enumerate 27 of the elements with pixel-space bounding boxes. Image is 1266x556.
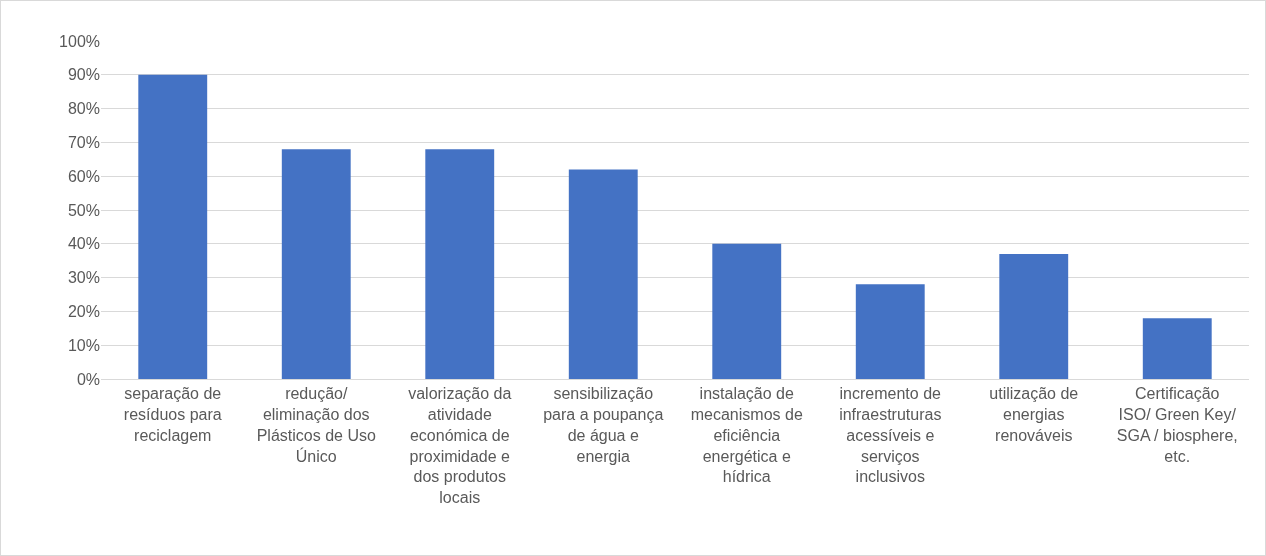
x-tick-label: incremento de infraestruturas acessíveis e serviços inclusivos (839, 385, 942, 486)
x-tick-label: valorização da atividade económica de proximidade e dos produtos locais (408, 385, 512, 507)
bar (712, 243, 782, 379)
y-tick-label: 100% (59, 32, 100, 50)
x-tick-label: redução/ eliminação dos Plásticos de Uso Único (256, 385, 376, 465)
bar (855, 284, 925, 379)
y-tick-label: 50% (67, 201, 100, 219)
x-tick-label: utilização de energias renováveis (989, 385, 1079, 444)
bar (281, 149, 351, 379)
bar (568, 169, 638, 379)
y-tick-label: 30% (67, 269, 100, 287)
bar (138, 74, 208, 379)
y-tick-label: 70% (67, 134, 100, 151)
y-tick-label: 60% (67, 167, 100, 185)
x-tick-label: sensibilização para a poupança de água e energia (543, 385, 664, 465)
bar (425, 149, 495, 379)
y-tick-label: 20% (67, 303, 100, 320)
y-tick-label: 0% (76, 370, 100, 388)
x-tick-label: instalação de mecanismos de eficiência energética e hídrica (690, 385, 803, 486)
y-tick-label: 90% (67, 66, 100, 84)
y-tick-label: 80% (67, 100, 100, 118)
bar (1142, 318, 1212, 379)
bar (999, 253, 1069, 379)
y-tick-label: 40% (67, 235, 100, 253)
x-tick-label: separação de resíduos para reciclagem (123, 385, 222, 444)
x-tick-label: Certificação ISO/ Green Key/ SGA / biosphere, etc. (1116, 385, 1238, 465)
y-tick-label: 10% (67, 336, 100, 354)
